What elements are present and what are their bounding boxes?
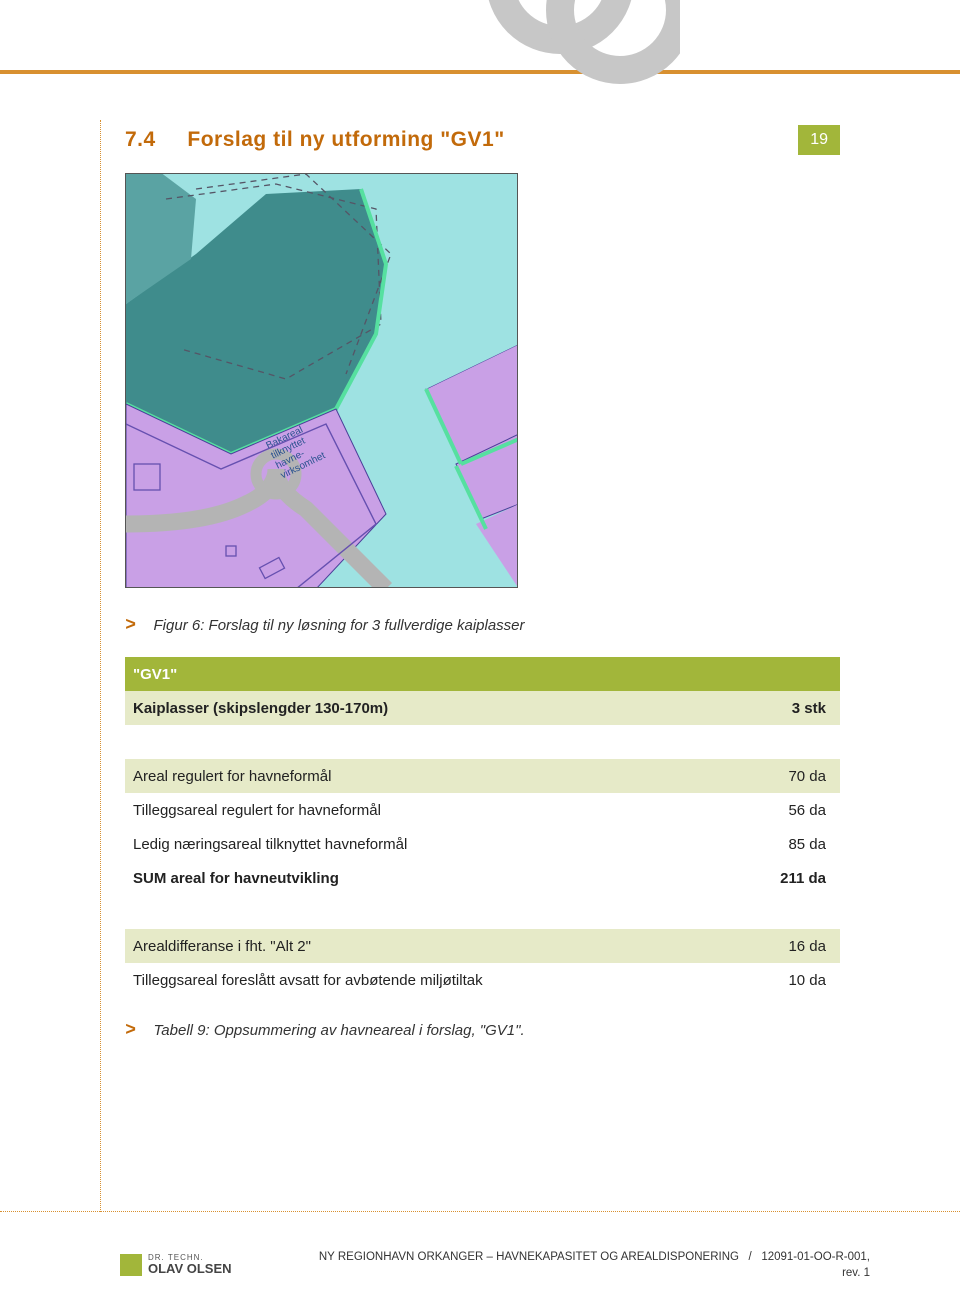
- table-cell-value: 56 da: [728, 793, 840, 827]
- bottom-dotted-rule: [0, 1211, 960, 1212]
- table-cell-label: Tilleggsareal foreslått avsatt for avbøt…: [125, 963, 728, 997]
- company-logo: DR. TECHN. OLAV OLSEN: [120, 1254, 232, 1276]
- figure-map: Bakareal tilknyttet havne- virksomhet: [125, 173, 518, 588]
- table-row: Kaiplasser (skipslengder 130-170m) 3 stk: [125, 691, 840, 725]
- caption-marker-icon: >: [125, 1019, 136, 1040]
- footer-doc-title: NY REGIONHAVN ORKANGER – HAVNEKAPASITET …: [319, 1251, 739, 1263]
- table-row: Areal regulert for havneformål 70 da: [125, 759, 840, 793]
- table-cell-value: 10 da: [728, 963, 840, 997]
- caption-marker-icon: >: [125, 614, 136, 635]
- table-cell-label: Arealdifferanse i fht. "Alt 2": [125, 929, 728, 963]
- logo-big-text: OLAV OLSEN: [148, 1262, 232, 1276]
- footer-right: NY REGIONHAVN ORKANGER – HAVNEKAPASITET …: [319, 1249, 870, 1281]
- table-header-cell: "GV1": [125, 657, 840, 691]
- footer-left: DR. TECHN. OLAV OLSEN: [120, 1254, 232, 1276]
- page-number-badge: 19: [798, 125, 840, 155]
- ring-decoration: [480, 0, 680, 90]
- table-cell-value: 85 da: [728, 827, 840, 861]
- table-cell-value: 16 da: [728, 929, 840, 963]
- table-row-sum: SUM areal for havneutvikling 211 da: [125, 861, 840, 895]
- table-row: Ledig næringsareal tilknyttet havneformå…: [125, 827, 840, 861]
- table-header-row: "GV1": [125, 657, 840, 691]
- heading-title: Forslag til ny utforming "GV1": [187, 128, 504, 151]
- logo-mark-icon: [120, 1254, 142, 1276]
- figure-caption-text: Figur 6: Forslag til ny løsning for 3 fu…: [154, 617, 525, 634]
- section-heading: 7.4 Forslag til ny utforming "GV1": [125, 128, 505, 152]
- table-cell-label: Kaiplasser (skipslengder 130-170m): [125, 691, 728, 725]
- table-row: Tilleggsareal foreslått avsatt for avbøt…: [125, 963, 840, 997]
- heading-row: 7.4 Forslag til ny utforming "GV1" 19: [125, 125, 840, 155]
- table-row: Tilleggsareal regulert for havneformål 5…: [125, 793, 840, 827]
- table-cell-value: 3 stk: [728, 691, 840, 725]
- footer-rev: rev. 1: [842, 1267, 870, 1279]
- table-cell-label: Areal regulert for havneformål: [125, 759, 728, 793]
- heading-number: 7.4: [125, 128, 156, 151]
- table-cell-label: Ledig næringsareal tilknyttet havneformå…: [125, 827, 728, 861]
- table-cell-value: 211 da: [728, 861, 840, 895]
- page-content: 7.4 Forslag til ny utforming "GV1" 19: [125, 125, 840, 1062]
- table-cell-label: Tilleggsareal regulert for havneformål: [125, 793, 728, 827]
- table-cell-label: SUM areal for havneutvikling: [125, 861, 728, 895]
- footer-doc-id: 12091-01-OO-R-001,: [761, 1251, 870, 1263]
- summary-table: "GV1" Kaiplasser (skipslengder 130-170m)…: [125, 657, 840, 997]
- figure-caption-row: > Figur 6: Forslag til ny løsning for 3 …: [125, 614, 840, 635]
- table-row: Arealdifferanse i fht. "Alt 2" 16 da: [125, 929, 840, 963]
- left-dotted-rule: [100, 120, 101, 1212]
- page-footer: DR. TECHN. OLAV OLSEN NY REGIONHAVN ORKA…: [120, 1249, 870, 1281]
- logo-text: DR. TECHN. OLAV OLSEN: [148, 1254, 232, 1276]
- table-cell-value: 70 da: [728, 759, 840, 793]
- top-decoration: [0, 0, 960, 90]
- table-caption-row: > Tabell 9: Oppsummering av havneareal i…: [125, 1019, 840, 1040]
- table-caption-text: Tabell 9: Oppsummering av havneareal i f…: [154, 1022, 525, 1039]
